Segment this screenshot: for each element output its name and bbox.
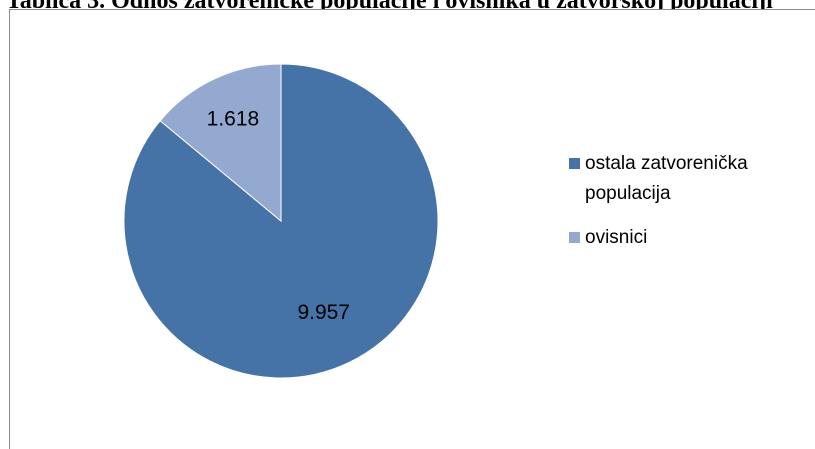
data-label-ovisnici: 1.618 [207, 108, 260, 131]
legend-label-ovisnici: ovisnici [585, 227, 648, 248]
legend: ostala zatvorenička populacija ovisnici [569, 149, 809, 267]
legend-swatch-ovisnici [569, 232, 580, 243]
legend-swatch-ostala [569, 158, 580, 169]
legend-item-ovisnici: ovisnici [569, 223, 809, 253]
data-label-ostala: 9.957 [297, 301, 350, 324]
pie-slice-ovisnici [159, 63, 282, 223]
legend-label-ostala: ostala zatvorenička populacija [585, 153, 748, 204]
legend-item-ostala: ostala zatvorenička populacija [569, 149, 809, 209]
pie-chart: 9.957 1.618 [123, 63, 439, 379]
